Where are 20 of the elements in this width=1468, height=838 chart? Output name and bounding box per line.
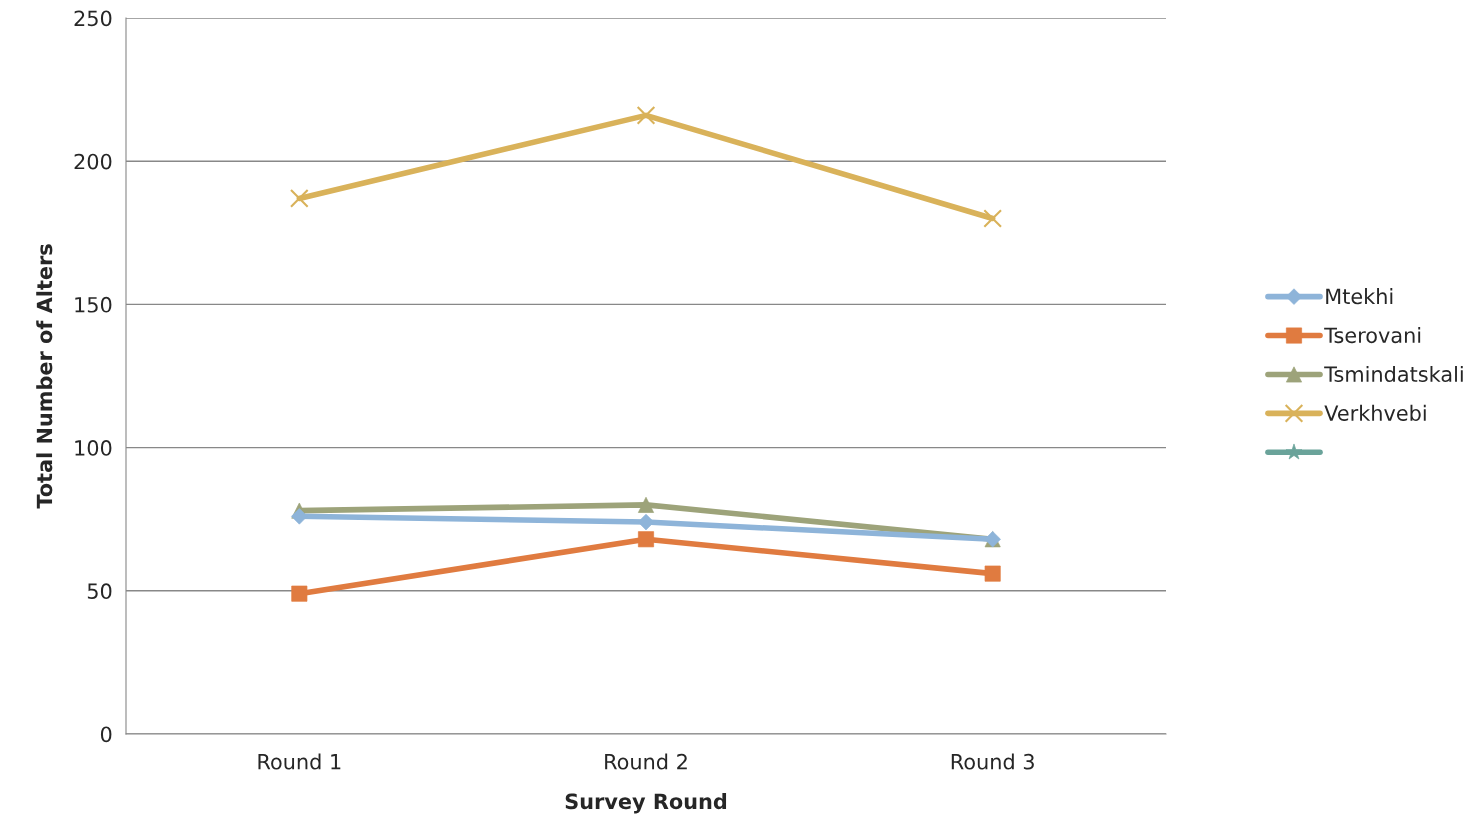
legend-label: Verkhvebi xyxy=(1324,404,1426,421)
point xyxy=(636,106,656,125)
legend-label: Mtekhi xyxy=(1326,288,1393,305)
x-tick-label: Round 1 xyxy=(258,753,341,770)
legend-label: Tsmindatskali xyxy=(1324,365,1463,383)
point xyxy=(638,531,654,548)
y-tick-label: 100 xyxy=(75,440,112,456)
legend-label: Tserovani xyxy=(1324,327,1421,344)
x-tick-label: Round 2 xyxy=(605,753,687,770)
y-axis-title: Total Number of Alters xyxy=(36,244,53,509)
point xyxy=(983,209,1003,228)
x-axis-title: Survey Round xyxy=(565,793,727,814)
y-tick-label: 250 xyxy=(74,10,112,27)
y-tick-label: 150 xyxy=(75,296,112,313)
x-tick-label: Round 3 xyxy=(951,753,1034,770)
point xyxy=(638,496,654,513)
point xyxy=(289,189,309,208)
y-tick-label: 0 xyxy=(100,726,112,743)
y-tick-label: 200 xyxy=(74,153,112,170)
y-tick-label: 50 xyxy=(87,583,112,600)
